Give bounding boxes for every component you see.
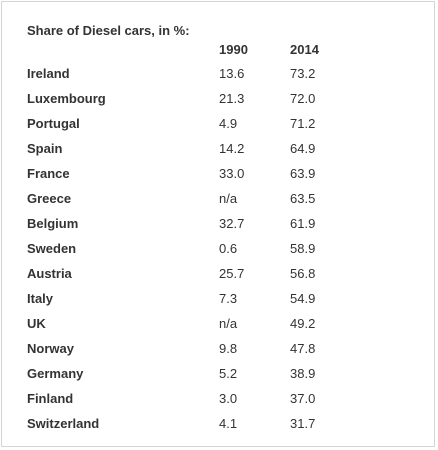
value-2014: 47.8 xyxy=(290,341,316,356)
country-name: Finland xyxy=(27,391,74,406)
country-name: Spain xyxy=(27,141,63,156)
table-row: Luxembourg 21.3 72.0 xyxy=(2,89,436,114)
value-2014: 49.2 xyxy=(290,316,316,331)
value-1990: 32.7 xyxy=(219,216,245,231)
value-1990: 14.2 xyxy=(219,141,245,156)
value-1990: 5.2 xyxy=(219,366,238,381)
value-2014: 63.9 xyxy=(290,166,316,181)
country-name: Belgium xyxy=(27,216,79,231)
value-1990: 33.0 xyxy=(219,166,245,181)
value-2014: 64.9 xyxy=(290,141,316,156)
value-1990: 9.8 xyxy=(219,341,238,356)
country-name: Italy xyxy=(27,291,54,306)
table-body: Ireland 13.6 73.2 Luxembourg 21.3 72.0 P… xyxy=(2,64,436,439)
value-2014: 61.9 xyxy=(290,216,316,231)
table-row: Germany 5.2 38.9 xyxy=(2,364,436,389)
table-row: Portugal 4.9 71.2 xyxy=(2,114,436,139)
value-2014: 56.8 xyxy=(290,266,316,281)
country-name: UK xyxy=(27,316,46,331)
country-name: Luxembourg xyxy=(27,91,106,106)
value-1990: n/a xyxy=(219,316,238,331)
table-row: Finland 3.0 37.0 xyxy=(2,389,436,414)
table-row: Greece n/a 63.5 xyxy=(2,189,436,214)
country-name: Germany xyxy=(27,366,84,381)
value-1990: 13.6 xyxy=(219,66,245,81)
table-row: Switzerland 4.1 31.7 xyxy=(2,414,436,439)
value-2014: 31.7 xyxy=(290,416,316,431)
country-name: Austria xyxy=(27,266,72,281)
table-row: UK n/a 49.2 xyxy=(2,314,436,339)
value-1990: 7.3 xyxy=(219,291,238,306)
table-row: Belgium 32.7 61.9 xyxy=(2,214,436,239)
value-2014: 37.0 xyxy=(290,391,316,406)
value-2014: 71.2 xyxy=(290,116,316,131)
table-title: Share of Diesel cars, in %: xyxy=(27,23,190,38)
column-header-2014: 2014 xyxy=(290,42,319,57)
value-1990: n/a xyxy=(219,191,238,206)
table-row: Austria 25.7 56.8 xyxy=(2,264,436,289)
value-2014: 54.9 xyxy=(290,291,316,306)
value-1990: 3.0 xyxy=(219,391,238,406)
value-1990: 21.3 xyxy=(219,91,245,106)
value-2014: 38.9 xyxy=(290,366,316,381)
country-name: Switzerland xyxy=(27,416,100,431)
value-1990: 0.6 xyxy=(219,241,238,256)
table-row: Spain 14.2 64.9 xyxy=(2,139,436,164)
value-2014: 58.9 xyxy=(290,241,316,256)
table-row: Ireland 13.6 73.2 xyxy=(2,64,436,89)
table-row: Sweden 0.6 58.9 xyxy=(2,239,436,264)
value-2014: 73.2 xyxy=(290,66,316,81)
country-name: Norway xyxy=(27,341,74,356)
table-row: Italy 7.3 54.9 xyxy=(2,289,436,314)
value-2014: 63.5 xyxy=(290,191,316,206)
country-name: France xyxy=(27,166,70,181)
country-name: Portugal xyxy=(27,116,80,131)
value-1990: 4.1 xyxy=(219,416,238,431)
table-row: Norway 9.8 47.8 xyxy=(2,339,436,364)
column-header-1990: 1990 xyxy=(219,42,248,57)
value-1990: 25.7 xyxy=(219,266,245,281)
country-name: Sweden xyxy=(27,241,77,256)
table-row: France 33.0 63.9 xyxy=(2,164,436,189)
value-2014: 72.0 xyxy=(290,91,316,106)
country-name: Greece xyxy=(27,191,72,206)
value-1990: 4.9 xyxy=(219,116,238,131)
country-name: Ireland xyxy=(27,66,70,81)
